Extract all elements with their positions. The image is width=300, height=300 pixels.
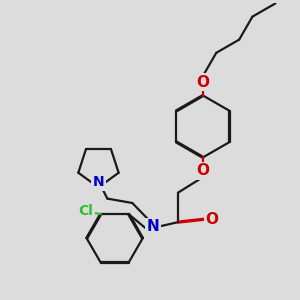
Text: Cl: Cl	[79, 204, 93, 218]
Text: O: O	[196, 75, 209, 90]
Text: N: N	[147, 219, 159, 234]
Text: O: O	[196, 163, 209, 178]
Text: N: N	[93, 176, 104, 189]
Text: O: O	[205, 212, 218, 227]
